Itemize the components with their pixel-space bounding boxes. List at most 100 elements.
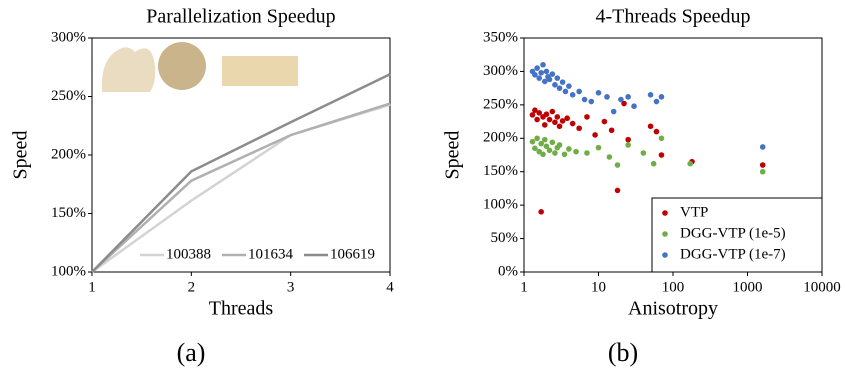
point <box>654 99 660 105</box>
point <box>550 139 556 145</box>
point <box>562 152 568 158</box>
point <box>538 70 544 76</box>
thumbnails <box>102 42 298 92</box>
thumbnail-sphere <box>158 42 206 90</box>
y-tick-label: 300% <box>51 29 86 45</box>
point <box>563 89 569 95</box>
x-tick-label: 1 <box>520 279 528 295</box>
x-tick-label: 100 <box>662 279 685 295</box>
point <box>651 161 657 167</box>
point <box>544 111 550 117</box>
y-tick-label: 150% <box>51 205 86 221</box>
point <box>557 123 563 129</box>
point <box>530 139 536 145</box>
y-tick-label: 100% <box>51 263 86 279</box>
point <box>547 77 553 83</box>
x-tick-label: 3 <box>287 279 295 295</box>
legend-label: 101634 <box>248 246 294 262</box>
point <box>550 109 556 115</box>
point <box>544 69 550 75</box>
point <box>564 115 570 121</box>
point <box>625 142 631 148</box>
point <box>576 89 582 95</box>
caption: (b) <box>608 338 638 367</box>
point <box>659 135 665 141</box>
point <box>542 137 548 143</box>
point <box>584 150 590 156</box>
point <box>654 129 660 135</box>
point <box>596 90 602 96</box>
point <box>582 97 588 103</box>
point <box>618 97 624 103</box>
y-tick-label: 0% <box>498 263 518 279</box>
point <box>538 209 544 215</box>
y-tick-label: 350% <box>483 29 518 45</box>
legend-label: DGG-VTP (1e-7) <box>680 246 786 262</box>
point <box>641 150 647 156</box>
x-tick-label: 4 <box>386 279 394 295</box>
point <box>547 148 553 154</box>
legend-label: 100388 <box>166 246 211 262</box>
point <box>602 119 608 125</box>
point <box>540 152 546 158</box>
x-tick-label: 10 <box>591 279 606 295</box>
point <box>604 94 610 100</box>
legend-label: 106619 <box>330 246 375 262</box>
point <box>659 94 665 100</box>
chart-title: Parallelization Speedup <box>146 6 335 28</box>
point <box>588 99 594 105</box>
point <box>659 152 665 158</box>
point <box>560 79 566 85</box>
point <box>648 123 654 129</box>
legend: VTP DGG-VTP (1e-5) DGG-VTP (1e-7) <box>652 198 822 272</box>
point <box>552 150 558 156</box>
point <box>534 135 540 141</box>
point <box>557 85 563 91</box>
point <box>536 75 542 81</box>
y-tick-label: 200% <box>51 146 86 162</box>
x-tick-label: 1 <box>88 279 96 295</box>
point <box>547 117 553 123</box>
y-tick-label: 250% <box>483 96 518 112</box>
x-axis-label: Anisotropy <box>628 298 718 320</box>
point <box>557 142 563 148</box>
point <box>573 149 579 155</box>
point <box>555 75 561 81</box>
point <box>534 117 540 123</box>
legend-swatch <box>662 210 668 216</box>
thumbnail-snail <box>102 47 156 92</box>
y-tick-label: 50% <box>491 230 519 246</box>
point <box>631 103 637 109</box>
point <box>648 92 654 98</box>
point <box>576 125 582 131</box>
point <box>570 121 576 127</box>
point <box>609 127 615 133</box>
legend-swatch <box>662 252 668 258</box>
point <box>625 137 631 143</box>
point <box>760 144 766 150</box>
point <box>611 109 617 115</box>
y-tick-label: 200% <box>483 130 518 146</box>
point <box>760 169 766 175</box>
point <box>566 83 572 89</box>
legend-swatch <box>662 231 668 237</box>
x-axis-label: Threads <box>209 298 274 320</box>
thumbnail-slab <box>222 56 298 86</box>
y-axis-label: Speed <box>442 131 464 180</box>
point <box>687 161 693 167</box>
caption: (a) <box>177 338 206 367</box>
y-axis-label: Speed <box>10 131 32 180</box>
chart-title: 4-Threads Speedup <box>596 6 751 28</box>
legend-label: DGG-VTP (1e-5) <box>680 225 786 241</box>
point <box>540 62 546 68</box>
point <box>607 154 613 160</box>
x-tick-label: 10000 <box>803 279 841 295</box>
point <box>592 132 598 138</box>
point <box>566 146 572 152</box>
legend-label: VTP <box>680 204 708 220</box>
legend: 100388 101634 106619 <box>140 246 375 262</box>
point <box>570 92 576 98</box>
point <box>542 122 548 128</box>
x-tick-label: 1000 <box>733 279 763 295</box>
figure: Parallelization SpeedupThreadsSpeed(a)10… <box>0 0 846 376</box>
